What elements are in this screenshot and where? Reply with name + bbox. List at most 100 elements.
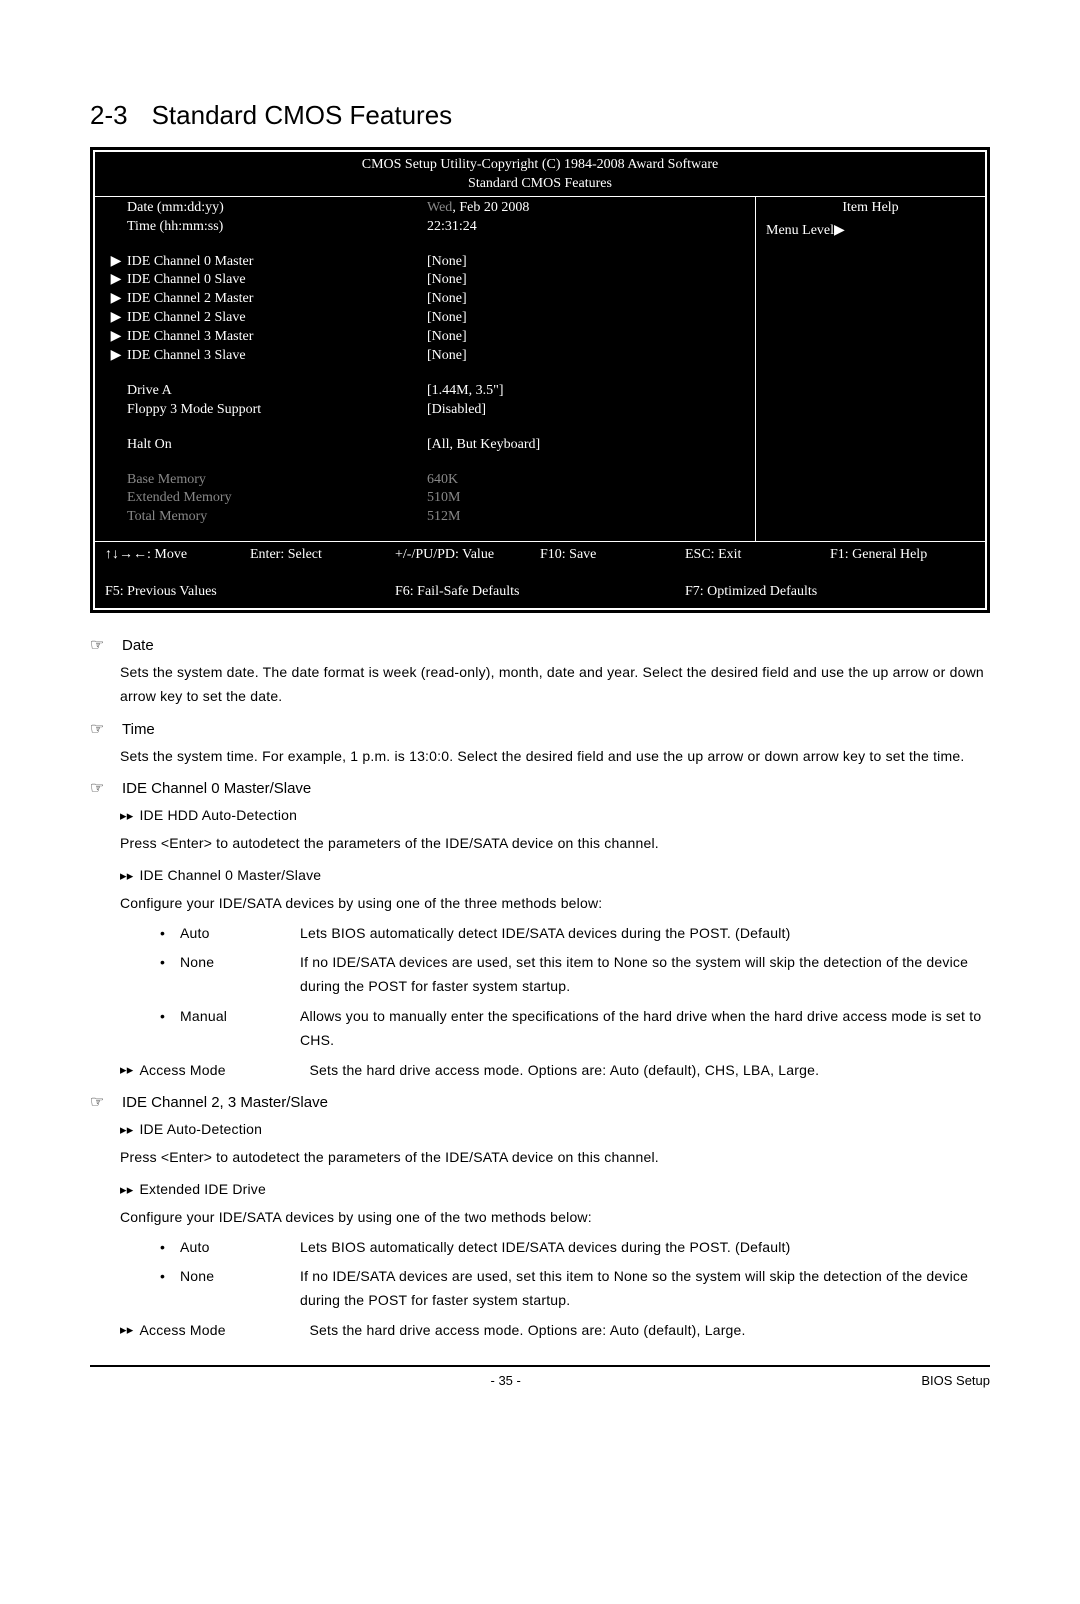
triangle-right-icon: ▶ [105,347,127,366]
bios-row-label: IDE Channel 3 Master [127,328,427,347]
bios-row-label: Time (hh:mm:ss) [127,218,427,237]
fwd-icon: ▸▸ [120,808,133,823]
triangle-right-icon [105,489,127,508]
bios-row: Extended Memory 510M [105,489,745,508]
bios-row-label: IDE Channel 3 Slave [127,347,427,366]
bios-row-label: IDE Channel 0 Slave [127,271,427,290]
bios-key-opt: F7: Optimized Defaults [685,583,975,602]
ide0-sub1-title: IDE HDD Auto-Detection [139,807,297,823]
bios-row-value: 640K [427,471,745,490]
bios-row: ▶ IDE Channel 2 Master [None] [105,290,745,309]
triangle-right-icon [105,471,127,490]
bios-subtitle: Standard CMOS Features [95,175,985,194]
ide23-sub1-title: IDE Auto-Detection [139,1121,262,1137]
bios-row-value: [None] [427,347,745,366]
desc-heading-ide23: IDE Channel 2, 3 Master/Slave [122,1094,328,1111]
triangle-right-icon [105,436,127,455]
bullet-desc: Lets BIOS automatically detect IDE/SATA … [300,922,990,946]
fwd-icon: ▸▸ [120,1122,133,1137]
desc-heading-text: Time [122,721,155,738]
bios-key-prev: F5: Previous Values [105,583,395,602]
bullet-desc: Allows you to manually enter the specifi… [300,1005,990,1053]
fwd-icon: ▸▸ [120,868,133,883]
bullet-term: Auto [180,1236,300,1260]
bios-row-value: [None] [427,290,745,309]
bios-row-label: Base Memory [127,471,427,490]
bios-row-value: [1.44M, 3.5"] [427,382,745,401]
bios-row: Base Memory 640K [105,471,745,490]
triangle-right-icon: ▶ [105,290,127,309]
bullet-dot-icon: • [160,1005,180,1053]
desc-body: Sets the system date. The date format is… [120,661,990,709]
page-number: - 35 - [491,1373,521,1388]
bios-row-value: [None] [427,253,745,272]
ide0-access-label: Access Mode [139,1059,309,1083]
bios-row-label: Extended Memory [127,489,427,508]
bios-key-exit: ESC: Exit [685,546,830,565]
bullet-dot-icon: • [160,922,180,946]
desc-item: ☞ Date Sets the system date. The date fo… [90,635,990,709]
triangle-right-icon [105,508,127,527]
section-number: 2-3 [90,100,128,131]
triangle-right-icon: ▶ [105,309,127,328]
bios-row-value: Wed, Feb 20 2008 [427,199,745,218]
bios-screenshot: CMOS Setup Utility-Copyright (C) 1984-20… [90,147,990,613]
bios-key-failsafe: F6: Fail-Safe Defaults [395,583,685,602]
bios-key-move: ↑↓→←: Move [105,546,250,565]
bios-row-value: [None] [427,271,745,290]
ide0-sub2-title: IDE Channel 0 Master/Slave [139,867,321,883]
bios-row: Halt On [All, But Keyboard] [105,436,745,455]
bios-row-value: 510M [427,489,745,508]
ide23-sub2-title: Extended IDE Drive [139,1181,266,1197]
bios-row: ▶ IDE Channel 2 Slave [None] [105,309,745,328]
ide0-sub1-body: Press <Enter> to autodetect the paramete… [120,832,990,856]
bullet-desc: If no IDE/SATA devices are used, set thi… [300,951,990,999]
bios-item-help: Item Help [766,199,975,218]
triangle-right-icon [105,382,127,401]
bios-row-label: Total Memory [127,508,427,527]
bullet-dot-icon: • [160,1236,180,1260]
bios-right-pane: Item Help Menu Level▶ [755,197,985,541]
bullet-row: • None If no IDE/SATA devices are used, … [160,1265,990,1313]
ide23-sub1-body: Press <Enter> to autodetect the paramete… [120,1146,990,1170]
bios-key-help: F1: General Help [830,546,975,565]
bios-row-value: 512M [427,508,745,527]
bullet-dot-icon: • [160,1265,180,1313]
bios-row: Drive A [1.44M, 3.5"] [105,382,745,401]
desc-ide-channel-23: ☞ IDE Channel 2, 3 Master/Slave ▸▸IDE Au… [90,1092,990,1342]
page-footer: - 35 - BIOS Setup [90,1367,990,1394]
bullet-term: Auto [180,922,300,946]
triangle-right-icon: ▶ [105,328,127,347]
fwd-icon: ▸▸ [120,1319,133,1343]
fwd-icon: ▸▸ [120,1059,133,1083]
bios-left-pane: Date (mm:dd:yy) Wed, Feb 20 2008 Time (h… [95,197,755,541]
bullet-desc: Lets BIOS automatically detect IDE/SATA … [300,1236,990,1260]
desc-item: ☞ Time Sets the system time. For example… [90,719,990,769]
hand-icon: ☞ [90,778,108,798]
bullet-dot-icon: • [160,951,180,999]
bios-row: Floppy 3 Mode Support [Disabled] [105,401,745,420]
ide23-access-label: Access Mode [139,1319,309,1343]
desc-body: Sets the system time. For example, 1 p.m… [120,745,990,769]
ide23-access-desc: Sets the hard drive access mode. Options… [309,1319,990,1343]
bios-row: ▶ IDE Channel 0 Slave [None] [105,271,745,290]
bios-row: Time (hh:mm:ss) 22:31:24 [105,218,745,237]
bios-row: ▶ IDE Channel 3 Master [None] [105,328,745,347]
triangle-right-icon: ▶ [105,253,127,272]
bios-row: Date (mm:dd:yy) Wed, Feb 20 2008 [105,199,745,218]
bios-row-value: [None] [427,309,745,328]
bullet-term: None [180,951,300,999]
bios-row-label: Floppy 3 Mode Support [127,401,427,420]
triangle-right-icon: ▶ [105,271,127,290]
bios-row-value: 22:31:24 [427,218,745,237]
triangle-right-icon [105,401,127,420]
triangle-right-icon [105,218,127,237]
bios-key-save: F10: Save [540,546,685,565]
bios-row-label: IDE Channel 2 Slave [127,309,427,328]
section-title-text: Standard CMOS Features [152,100,453,130]
bios-row-label: Halt On [127,436,427,455]
bullet-row: • Manual Allows you to manually enter th… [160,1005,990,1053]
bullet-term: None [180,1265,300,1313]
bios-row-value: [Disabled] [427,401,745,420]
bios-row-label: Drive A [127,382,427,401]
